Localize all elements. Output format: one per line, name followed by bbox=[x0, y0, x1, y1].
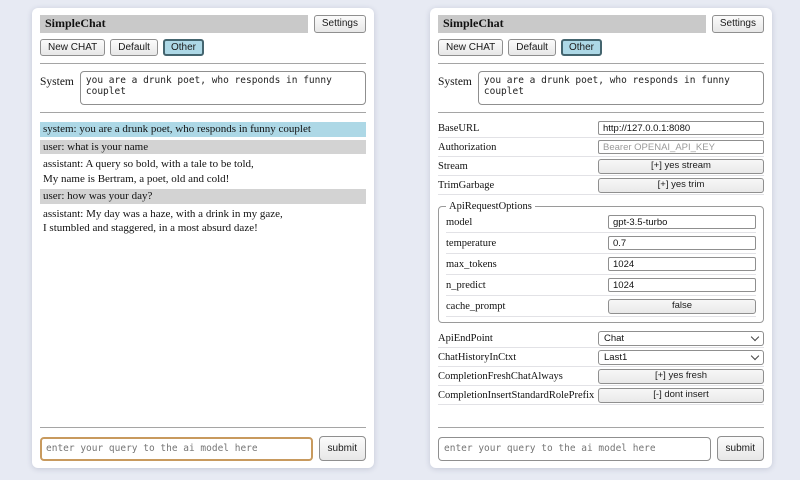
chathistory-label: ChatHistoryInCtxt bbox=[438, 351, 517, 363]
settings-row-apiendpoint: ApiEndPoint Chat bbox=[438, 329, 764, 349]
api-request-options-fieldset: ApiRequestOptions model temperature max_… bbox=[438, 201, 764, 324]
session-other-button[interactable]: Other bbox=[162, 38, 204, 57]
system-prompt-input[interactable]: you are a drunk poet, who responds in fu… bbox=[477, 71, 764, 106]
system-prompt-input[interactable]: you are a drunk poet, who responds in fu… bbox=[79, 71, 366, 106]
chat-panel: SimpleChat Settings New CHAT Default Oth… bbox=[32, 8, 374, 468]
settings-row-model: model bbox=[446, 212, 756, 234]
system-prompt-row: System you are a drunk poet, who respond… bbox=[438, 71, 764, 106]
settings-row-baseurl: BaseURL bbox=[438, 119, 764, 139]
chat-message-user: user: what is your name bbox=[40, 139, 366, 155]
authorization-input[interactable] bbox=[598, 140, 764, 155]
submit-button[interactable]: submit bbox=[716, 436, 764, 461]
n-predict-label: n_predict bbox=[446, 279, 486, 291]
max-tokens-label: max_tokens bbox=[446, 258, 497, 270]
chat-message-assistant: assistant: My day was a haze, with a dri… bbox=[43, 207, 283, 235]
session-buttons: New CHAT Default Other bbox=[438, 38, 764, 57]
authorization-label: Authorization bbox=[438, 141, 497, 153]
chevron-down-icon bbox=[750, 352, 760, 361]
stream-label: Stream bbox=[438, 160, 468, 172]
system-prompt-row: System you are a drunk poet, who respond… bbox=[40, 71, 366, 106]
divider bbox=[40, 63, 366, 65]
temperature-label: temperature bbox=[446, 237, 497, 249]
chathistory-select[interactable]: Last1 bbox=[598, 349, 764, 365]
model-input[interactable] bbox=[608, 215, 756, 230]
query-input[interactable] bbox=[40, 436, 313, 461]
apiendpoint-label: ApiEndPoint bbox=[438, 332, 493, 344]
header: SimpleChat Settings bbox=[40, 15, 366, 33]
settings-list: BaseURL Authorization Stream [+] yes str… bbox=[438, 119, 764, 422]
settings-button[interactable]: Settings bbox=[313, 15, 366, 33]
cache-prompt-toggle-button[interactable]: false bbox=[608, 298, 756, 314]
divider bbox=[438, 427, 764, 428]
system-label: System bbox=[40, 76, 74, 89]
divider bbox=[438, 112, 764, 114]
query-row: submit bbox=[40, 436, 366, 461]
trimgarbage-toggle-button[interactable]: [+] yes trim bbox=[598, 177, 764, 193]
query-input[interactable] bbox=[438, 436, 711, 461]
settings-button[interactable]: Settings bbox=[711, 15, 764, 33]
max-tokens-input[interactable] bbox=[608, 257, 756, 272]
model-label: model bbox=[446, 216, 473, 228]
system-label: System bbox=[438, 76, 472, 89]
completion-fresh-toggle-button[interactable]: [+] yes fresh bbox=[598, 368, 764, 384]
settings-row-stream: Stream [+] yes stream bbox=[438, 157, 764, 177]
settings-row-authorization: Authorization bbox=[438, 138, 764, 158]
query-row: submit bbox=[438, 436, 764, 461]
session-default-button[interactable]: Default bbox=[508, 38, 556, 57]
session-buttons: New CHAT Default Other bbox=[40, 38, 366, 57]
chathistory-select-value: Last1 bbox=[604, 351, 628, 363]
completion-insert-toggle-button[interactable]: [-] dont insert bbox=[598, 387, 764, 403]
settings-row-completion-insert: CompletionInsertStandardRolePrefix [-] d… bbox=[438, 386, 764, 406]
trimgarbage-label: TrimGarbage bbox=[438, 179, 495, 191]
session-other-button[interactable]: Other bbox=[560, 38, 602, 57]
session-default-button[interactable]: Default bbox=[110, 38, 158, 57]
settings-panel: SimpleChat Settings New CHAT Default Oth… bbox=[430, 8, 772, 468]
settings-row-max-tokens: max_tokens bbox=[446, 254, 756, 276]
completion-insert-label: CompletionInsertStandardRolePrefix bbox=[438, 389, 595, 401]
header: SimpleChat Settings bbox=[438, 15, 764, 33]
settings-row-n-predict: n_predict bbox=[446, 275, 756, 297]
cache-prompt-label: cache_prompt bbox=[446, 300, 506, 312]
apiendpoint-select[interactable]: Chat bbox=[598, 330, 764, 346]
chat-message-user: user: how was your day? bbox=[40, 189, 366, 204]
divider bbox=[40, 112, 366, 114]
new-chat-button[interactable]: New CHAT bbox=[438, 38, 504, 57]
divider bbox=[438, 63, 764, 65]
n-predict-input[interactable] bbox=[608, 278, 756, 293]
apiendpoint-select-value: Chat bbox=[604, 332, 625, 344]
chevron-down-icon bbox=[750, 333, 760, 342]
settings-row-cache-prompt: cache_prompt false bbox=[446, 296, 756, 318]
app-title: SimpleChat bbox=[438, 15, 706, 33]
settings-row-trimgarbage: TrimGarbage [+] yes trim bbox=[438, 176, 764, 196]
app-title: SimpleChat bbox=[40, 15, 308, 33]
chat-message-system: system: you are a drunk poet, who respon… bbox=[40, 122, 366, 137]
settings-row-temperature: temperature bbox=[446, 233, 756, 255]
baseurl-input[interactable] bbox=[598, 121, 764, 136]
settings-row-completion-fresh: CompletionFreshChatAlways [+] yes fresh bbox=[438, 367, 764, 387]
stream-toggle-button[interactable]: [+] yes stream bbox=[598, 158, 764, 174]
completion-fresh-label: CompletionFreshChatAlways bbox=[438, 370, 563, 382]
settings-row-chathistory: ChatHistoryInCtxt Last1 bbox=[438, 348, 764, 368]
new-chat-button[interactable]: New CHAT bbox=[40, 38, 106, 57]
chat-message-list: system: you are a drunk poet, who respon… bbox=[40, 119, 366, 422]
divider bbox=[40, 427, 366, 428]
chat-message-assistant: assistant: A query so bold, with a tale … bbox=[43, 158, 254, 185]
temperature-input[interactable] bbox=[608, 236, 756, 251]
baseurl-label: BaseURL bbox=[438, 122, 480, 134]
submit-button[interactable]: submit bbox=[318, 436, 366, 461]
api-request-options-legend: ApiRequestOptions bbox=[449, 201, 532, 213]
